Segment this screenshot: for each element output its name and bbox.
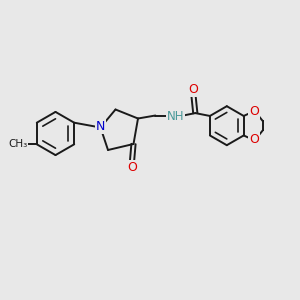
Text: O: O (249, 105, 259, 118)
Text: O: O (127, 161, 137, 174)
Text: CH₃: CH₃ (8, 139, 27, 149)
Text: O: O (189, 83, 198, 96)
Text: NH: NH (167, 110, 184, 123)
Text: N: N (96, 120, 105, 133)
Text: O: O (249, 134, 259, 146)
